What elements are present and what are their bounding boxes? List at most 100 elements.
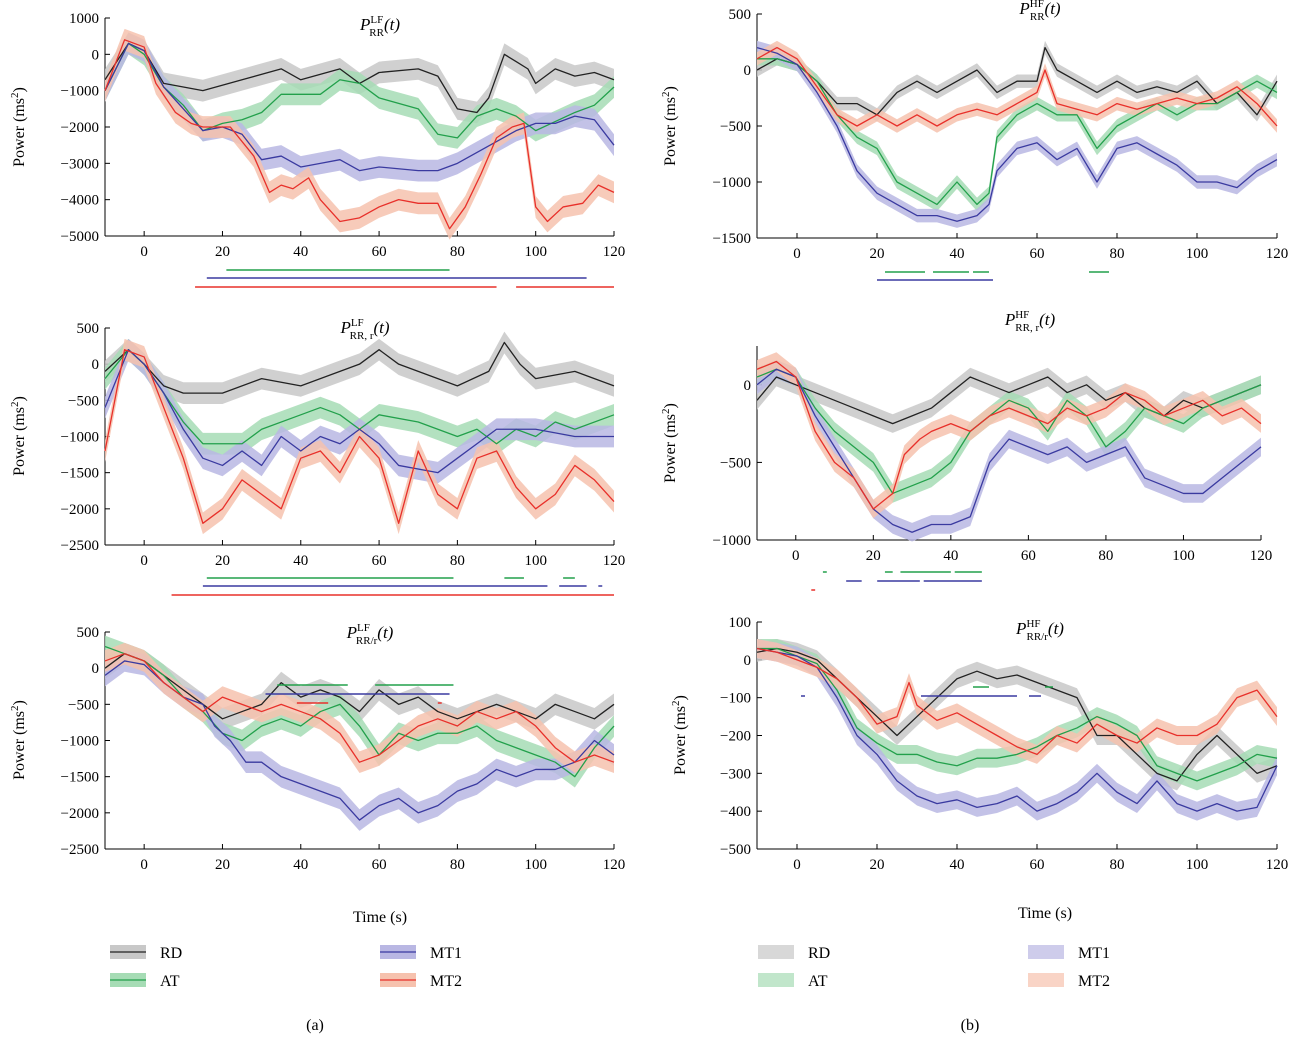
chart-title: PLF RR, r(t) [339, 317, 389, 342]
x-tick-label: 60 [1030, 246, 1045, 262]
series-rd [104, 42, 615, 114]
y-tick-label: 1000 [69, 11, 99, 27]
x-tick-label: 80 [450, 244, 465, 260]
chart-title: PHF RR(t) [1018, 0, 1061, 23]
x-tick-label: 0 [140, 553, 148, 569]
y-tick-label: 0 [744, 653, 752, 669]
y-tick-label: −1000 [61, 430, 99, 446]
chart-a3: 500 0 −500 −1000 −1500 −2000 −2500 0 20 40 60 80 100… [9, 622, 625, 873]
y-tick-label: 500 [77, 625, 100, 641]
legend-swatch-at [758, 973, 794, 987]
legend-label-at: AT [160, 973, 180, 990]
y-tick-label: −1000 [61, 734, 99, 750]
x-tick-label: 40 [293, 244, 308, 260]
y-tick-label: −500 [720, 455, 751, 471]
legend-label-mt2: MT2 [430, 973, 462, 990]
series-at [756, 368, 1262, 495]
x-tick-label: 0 [140, 244, 148, 260]
chart-a2: 500 0 −500 −1000 −1500 −2000 −2500 0 20 40 60 80 100… [9, 317, 625, 596]
x-tick-label: 40 [950, 857, 965, 873]
series-at [104, 42, 615, 139]
x-tick-label: 100 [1172, 548, 1195, 564]
legend-label-rd: RD [160, 945, 182, 962]
y-tick-label: −2500 [61, 842, 99, 858]
series-mt1 [104, 42, 615, 172]
x-tick-label: 120 [1266, 857, 1289, 873]
series-at [757, 58, 1278, 206]
x-tick-label: 60 [1030, 857, 1045, 873]
band-mt2 [757, 352, 1261, 519]
series-at [757, 647, 1278, 782]
chart-title: PHF RR, r(t) [1004, 309, 1056, 334]
x-tick-label: 40 [293, 553, 308, 569]
legend-label-rd: RD [808, 945, 830, 962]
y-tick-label: 100 [729, 615, 752, 631]
x-tick-label: 0 [140, 857, 148, 873]
y-tick-label: −2000 [61, 120, 99, 136]
x-tick-label: 100 [1186, 246, 1209, 262]
y-tick-label: −1000 [61, 84, 99, 100]
chart-a1: 1000 0 −1000 −2000 −3000 −4000 −5000 0 20 40 60 80 1… [9, 11, 626, 288]
y-tick-label: −1500 [61, 466, 99, 482]
band-at [757, 639, 1277, 791]
series-mt1 [756, 647, 1278, 812]
band-mt1 [757, 40, 1277, 228]
legend-label-mt1: MT1 [430, 945, 462, 962]
series-mt2 [104, 653, 615, 763]
series-at [104, 349, 615, 445]
y-axis-label: Power (ms2) [9, 87, 28, 167]
series-mt1 [756, 46, 1278, 222]
band-rd [757, 639, 1277, 791]
x-tick-label: 0 [793, 246, 801, 262]
x-axis-label-b: Time (s) [1018, 905, 1072, 922]
x-tick-label: 20 [866, 548, 881, 564]
y-tick-label: 500 [729, 7, 752, 23]
x-tick-label: 100 [524, 553, 547, 569]
y-tick-label: 0 [744, 378, 752, 394]
series-rd [756, 46, 1278, 116]
band-mt2 [105, 28, 614, 240]
chart-title: PLF RR(t) [359, 14, 400, 39]
x-tick-label: 100 [1186, 857, 1209, 873]
x-tick-label: 40 [943, 548, 958, 564]
legend-a: RD AT MT1 MT2 [110, 945, 462, 990]
x-tick-label: 60 [1021, 548, 1036, 564]
y-tick-label: −2000 [61, 806, 99, 822]
y-tick-label: −2000 [61, 502, 99, 518]
x-tick-label: 20 [870, 857, 885, 873]
panel-label-b: (b) [961, 1017, 980, 1034]
y-axis-label: Power (ms2) [9, 700, 28, 780]
y-axis-label: Power (ms2) [660, 86, 679, 166]
legend-swatch-mt2 [1028, 973, 1064, 987]
y-tick-label: −3000 [61, 156, 99, 172]
y-tick-label: −200 [720, 729, 751, 745]
x-tick-label: 20 [215, 857, 230, 873]
x-tick-label: 20 [870, 246, 885, 262]
x-tick-label: 120 [603, 857, 626, 873]
series-mt2 [756, 360, 1262, 510]
y-tick-label: 0 [92, 357, 100, 373]
y-axis-label: Power (ms2) [660, 403, 679, 483]
x-tick-label: 120 [603, 244, 626, 260]
band-mt1 [757, 639, 1277, 821]
series-mt2 [104, 349, 615, 524]
x-tick-label: 100 [524, 244, 547, 260]
y-tick-label: −300 [720, 766, 751, 782]
series-rd [104, 653, 615, 720]
chart-title: PHF RR/r(t) [1015, 618, 1064, 643]
x-axis-label-a: Time (s) [353, 909, 407, 926]
x-tick-label: 20 [215, 553, 230, 569]
x-tick-label: 60 [372, 553, 387, 569]
band-mt1 [105, 650, 614, 831]
chart-title: PLF RR/r(t) [346, 622, 394, 647]
x-tick-label: 80 [1110, 246, 1125, 262]
x-tick-label: 40 [950, 246, 965, 262]
x-tick-label: 0 [793, 857, 801, 873]
series-mt2 [756, 46, 1278, 127]
legend-swatch-rd [758, 945, 794, 959]
x-tick-label: 60 [372, 857, 387, 873]
x-tick-label: 100 [524, 857, 547, 873]
legend-label-at: AT [808, 973, 828, 990]
band-mt2 [757, 639, 1277, 764]
